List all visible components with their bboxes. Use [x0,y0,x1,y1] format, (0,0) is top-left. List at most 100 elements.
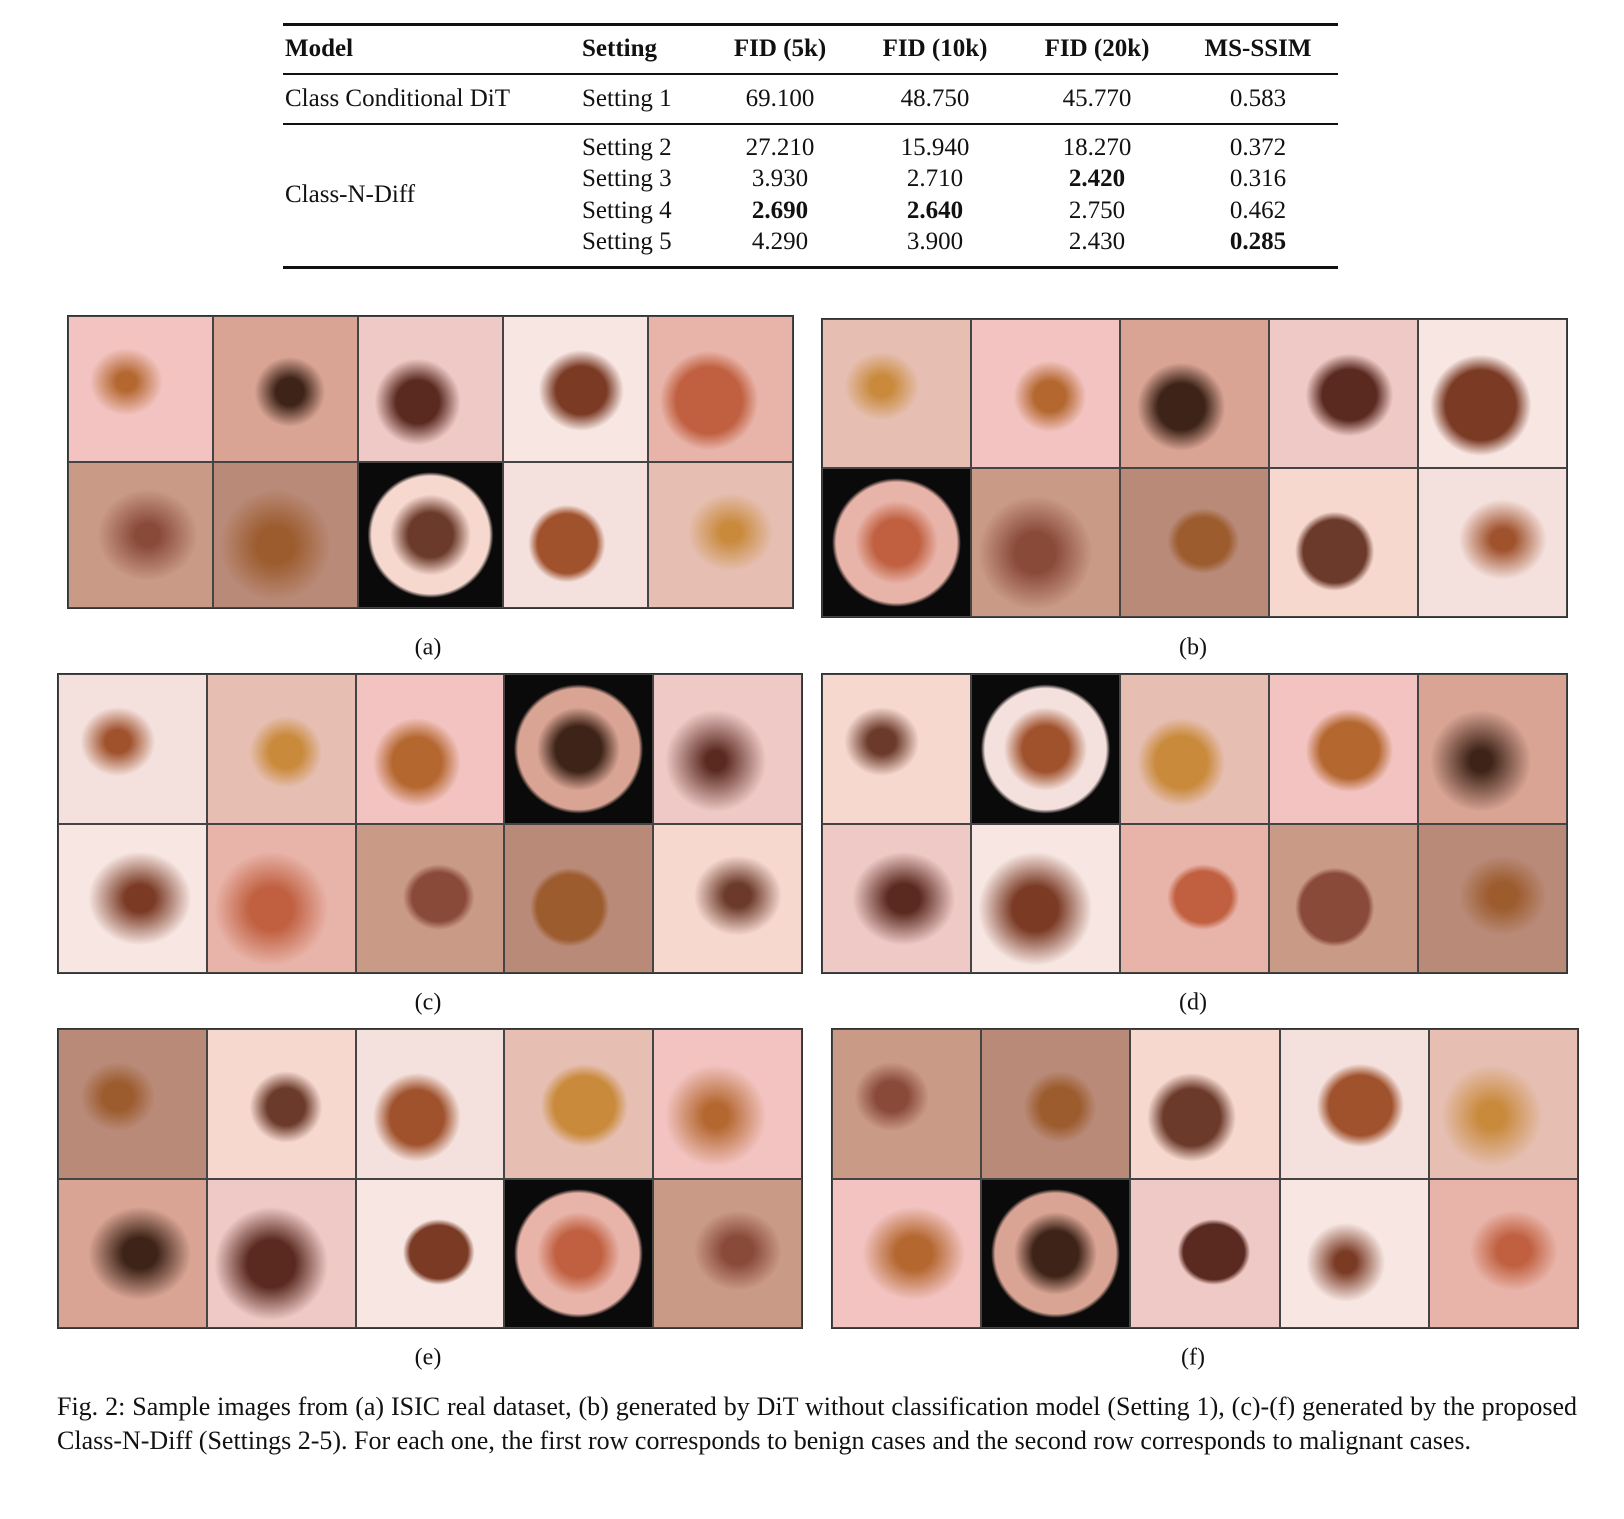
lesion-image [68,462,213,608]
lesion-image [1428,1178,1578,1328]
lesion-image [1130,1029,1280,1179]
lesion-image [504,674,654,824]
lesion-image [653,1178,802,1328]
lesion-image [832,1178,982,1328]
table-rule [283,266,1338,269]
lesion-image [206,823,356,973]
lesion-image [653,1029,802,1179]
lesion-image [58,674,207,824]
lesion-image [1269,319,1418,468]
subfigure-label: (a) [414,634,442,661]
header-cell: Model [285,35,354,62]
lesion-image [1269,674,1418,824]
lesion-image [1428,1029,1578,1179]
table-cell: 15.940 [900,134,970,161]
table-cell: 0.462 [1229,197,1287,224]
lesion-image [504,1029,654,1179]
table-cell: 3.900 [906,228,964,255]
lesion-image [971,674,1120,824]
table-cell: 45.770 [1062,85,1132,112]
subfigure-label: (c) [414,989,442,1016]
model-cell: Class-N-Diff [285,181,416,208]
table-rule [283,23,1338,26]
lesion-image [832,1029,982,1179]
lesion-image [504,823,654,973]
table-cell: Setting 2 [582,134,672,161]
table-cell: 4.290 [751,228,809,255]
lesion-image [206,1029,356,1179]
lesion-image [1279,1029,1429,1179]
lesion-image [1269,468,1418,617]
lesion-image [504,1178,654,1328]
table-cell: 2.710 [906,165,964,192]
image-grid [821,318,1568,618]
lesion-image [648,316,793,462]
table-cell: 0.285 [1229,228,1287,255]
lesion-image [822,823,971,973]
table-rule [283,73,1338,75]
lesion-image [981,1178,1131,1328]
table-cell: 27.210 [745,134,815,161]
table-cell: 2.420 [1068,165,1126,192]
table-cell: 48.750 [900,85,970,112]
lesion-image [206,1178,356,1328]
lesion-image [355,1029,505,1179]
lesion-image [58,1178,207,1328]
image-grid [57,1028,803,1329]
lesion-image [213,316,358,462]
lesion-image [653,823,802,973]
table-cell: 0.583 [1229,85,1287,112]
table-cell: 2.640 [906,197,964,224]
lesion-image [1418,468,1567,617]
lesion-image [971,468,1120,617]
lesion-image [1269,823,1418,973]
lesion-image [1120,468,1269,617]
table-cell: 2.750 [1068,197,1126,224]
lesion-image [971,823,1120,973]
lesion-image [822,319,971,468]
lesion-image [206,674,356,824]
image-grid [67,315,794,609]
subfigure-label: (f) [1181,1344,1205,1371]
lesion-image [1120,674,1269,824]
caption: Fig. 2: Sample images from (a) ISIC real… [57,1392,1577,1455]
lesion-image [1418,319,1567,468]
header-cell: FID (20k) [1044,35,1150,62]
lesion-image [971,319,1120,468]
table-cell: 0.372 [1229,134,1287,161]
image-grid [821,673,1568,974]
lesion-image [1120,319,1269,468]
lesion-image [355,823,505,973]
lesion-image [653,674,802,824]
header-cell: FID (5k) [733,35,827,62]
table-cell: 2.430 [1068,228,1126,255]
table-cell: Setting 3 [582,165,672,192]
lesion-image [355,674,505,824]
table-cell: 69.100 [745,85,815,112]
lesion-image [503,316,648,462]
table-cell: 0.316 [1229,165,1287,192]
lesion-image [1130,1178,1280,1328]
image-grid [57,673,803,974]
lesion-image [1120,823,1269,973]
subfigure-label: (e) [414,1344,442,1371]
header-cell: MS-SSIM [1204,35,1312,62]
lesion-image [981,1029,1131,1179]
table-cell: Setting 1 [582,85,672,112]
subfigure-label: (d) [1179,989,1207,1016]
lesion-image [822,468,971,617]
table-cell: 18.270 [1062,134,1132,161]
lesion-image [58,1029,207,1179]
table-rule [283,123,1338,125]
lesion-image [1279,1178,1429,1328]
lesion-image [358,462,503,608]
lesion-image [503,462,648,608]
table-cell: 2.690 [751,197,809,224]
subfigure-label: (b) [1179,634,1207,661]
lesion-image [358,316,503,462]
table-cell: 3.930 [751,165,809,192]
lesion-image [1418,823,1567,973]
model-cell: Class Conditional DiT [285,85,510,112]
lesion-image [355,1178,505,1328]
